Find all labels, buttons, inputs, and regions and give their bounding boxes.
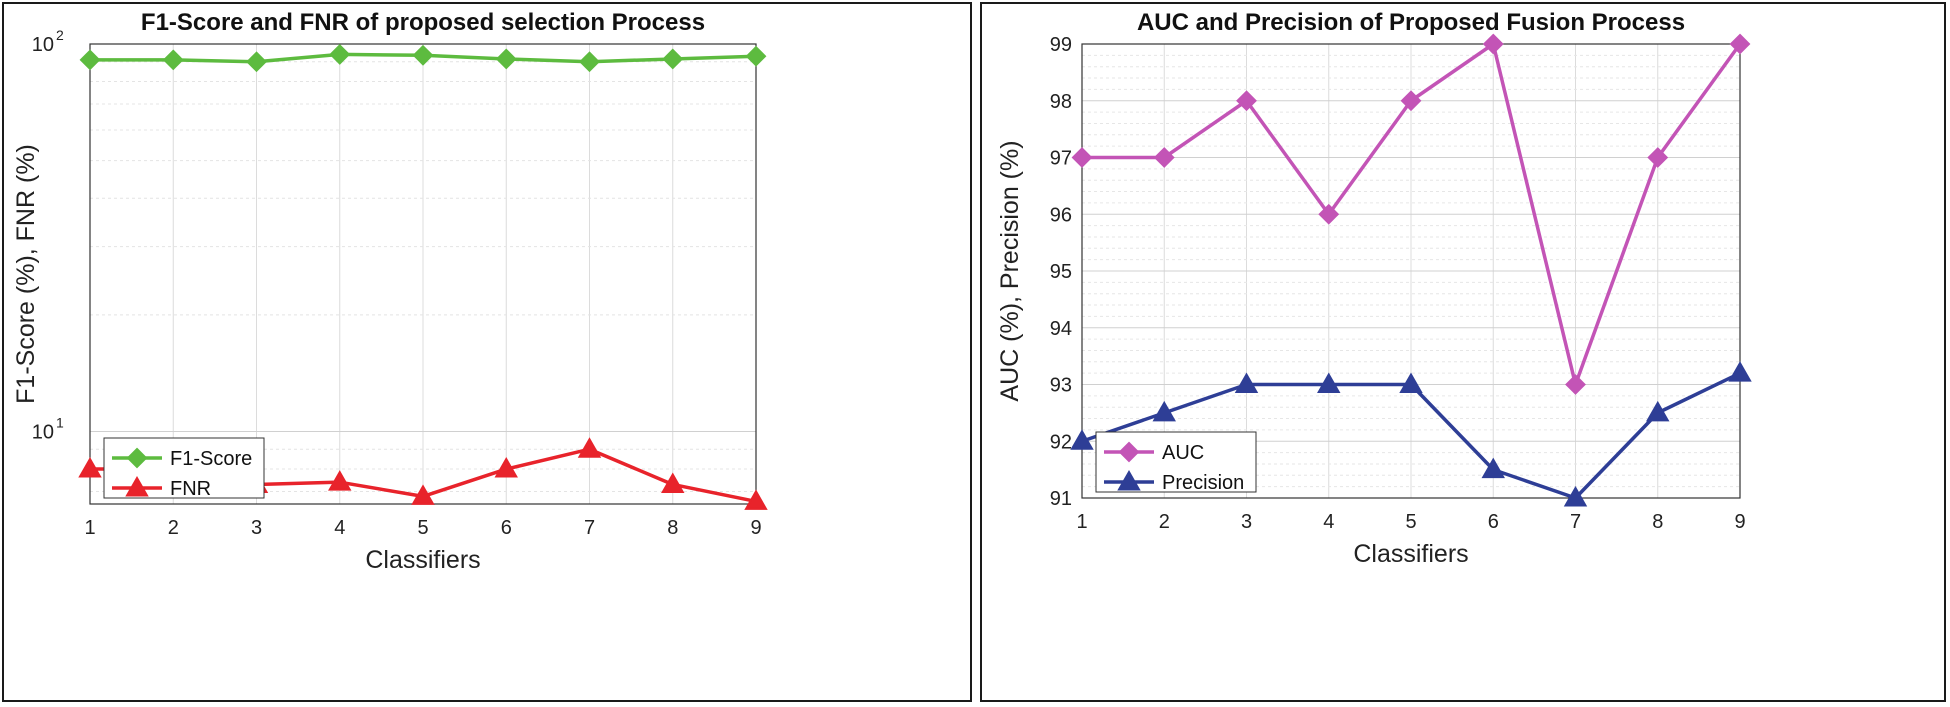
x-tick-label: 9 [1734, 511, 1745, 533]
data-point-fnr [744, 489, 768, 510]
y-tick-label: 92 [1050, 431, 1072, 453]
x-axis-label: Classifiers [1353, 540, 1468, 568]
x-tick-label: 6 [501, 517, 512, 539]
legend-marker-auc [1118, 441, 1140, 463]
data-point-auc [1647, 147, 1669, 168]
data-point-precision [1563, 485, 1588, 507]
data-point-f1-score [412, 44, 434, 66]
y-tick-label: 10 [32, 422, 54, 444]
series-group [78, 43, 768, 510]
data-point-fnr [78, 457, 102, 478]
data-point-precision [1728, 361, 1752, 382]
x-tick-label: 6 [1488, 511, 1499, 533]
legend-label: Precision [1162, 472, 1244, 494]
data-point-fnr [577, 437, 602, 458]
y-tick-label: 91 [1050, 488, 1072, 510]
x-tick-label: 5 [1405, 511, 1416, 533]
data-point-precision [1152, 400, 1176, 422]
y-tick-label: 93 [1050, 375, 1072, 397]
chart-title: F1-Score and FNR of proposed selection P… [141, 9, 705, 36]
x-tick-label: 8 [1652, 511, 1663, 533]
data-point-auc [1565, 374, 1586, 395]
data-point-f1-score [246, 51, 267, 73]
x-tick-label: 1 [1076, 511, 1087, 533]
data-point-auc [1400, 90, 1422, 112]
data-point-precision [1399, 372, 1423, 393]
y-tick-exponent: 1 [56, 415, 64, 431]
legend-label: AUC [1162, 442, 1204, 464]
data-point-auc [1729, 33, 1751, 55]
y-axis-label: F1-Score (%), FNR (%) [12, 144, 40, 404]
legend-marker-fnr [125, 475, 149, 497]
data-point-f1-score [745, 45, 767, 67]
data-point-f1-score [495, 48, 517, 70]
axes-box [1081, 43, 1741, 499]
series-group [1070, 33, 1752, 507]
x-tick-label: 4 [334, 517, 345, 539]
data-point-auc [1482, 33, 1504, 55]
data-point-f1-score [162, 49, 184, 71]
y-tick-label: 98 [1050, 91, 1072, 113]
data-point-fnr [661, 472, 685, 493]
data-point-auc [1236, 90, 1257, 112]
data-point-precision [1070, 429, 1094, 450]
x-tick-label: 8 [667, 517, 678, 539]
x-tick-label: 5 [417, 517, 428, 539]
legend-marker-f1-score [126, 447, 148, 469]
x-tick-label: 2 [1159, 511, 1170, 533]
chart-title: AUC and Precision of Proposed Fusion Pro… [1137, 9, 1685, 36]
data-point-f1-score [79, 49, 101, 71]
data-point-auc [1071, 147, 1093, 168]
data-point-auc [1318, 203, 1340, 225]
x-axis-label: Classifiers [365, 546, 480, 574]
x-tick-label: 4 [1323, 511, 1334, 533]
y-tick-label: 10 [32, 34, 54, 56]
x-tick-label: 3 [251, 517, 262, 539]
y-tick-label: 95 [1050, 261, 1072, 283]
data-point-fnr [494, 457, 518, 478]
y-tick-label: 99 [1050, 34, 1072, 56]
y-tick-exponent: 2 [56, 27, 64, 43]
data-point-precision [1317, 372, 1341, 393]
y-axis-label: AUC (%), Precision (%) [996, 140, 1024, 401]
y-tick-label: 94 [1050, 318, 1072, 340]
auc-precision-chart: 1 2 3 4 5 6 7 8 9 91 92 93 94 95 96 97 98 99 AUC and Preci… [996, 9, 1752, 568]
x-tick-label: 2 [168, 517, 179, 539]
data-point-precision [1234, 372, 1259, 393]
x-tick-label: 7 [1570, 511, 1581, 533]
data-point-fnr [328, 470, 352, 491]
right-chart-panel: 1 2 3 4 5 6 7 8 9 91 92 93 94 95 96 97 98 99 AUC and Preci… [980, 2, 1946, 702]
data-point-fnr [411, 484, 435, 505]
data-point-auc [1153, 147, 1175, 168]
legend-marker-precision [1117, 469, 1141, 491]
left-chart-panel: 1 2 3 4 5 6 7 8 9 10 1 10 2 F1-Score and FNR of propo… [2, 2, 972, 702]
data-point-f1-score [662, 48, 684, 70]
x-tick-label: 7 [584, 517, 595, 539]
data-point-precision [1646, 400, 1670, 422]
x-tick-label: 3 [1241, 511, 1252, 533]
y-tick-label: 97 [1050, 148, 1072, 170]
legend-label: FNR [170, 478, 211, 500]
data-point-f1-score [329, 43, 351, 65]
x-tick-label: 1 [84, 517, 95, 539]
x-tick-label: 9 [750, 517, 761, 539]
legend-label: F1-Score [170, 448, 252, 470]
y-tick-label: 96 [1050, 204, 1072, 226]
data-point-precision [1481, 457, 1505, 479]
data-point-f1-score [579, 51, 600, 73]
